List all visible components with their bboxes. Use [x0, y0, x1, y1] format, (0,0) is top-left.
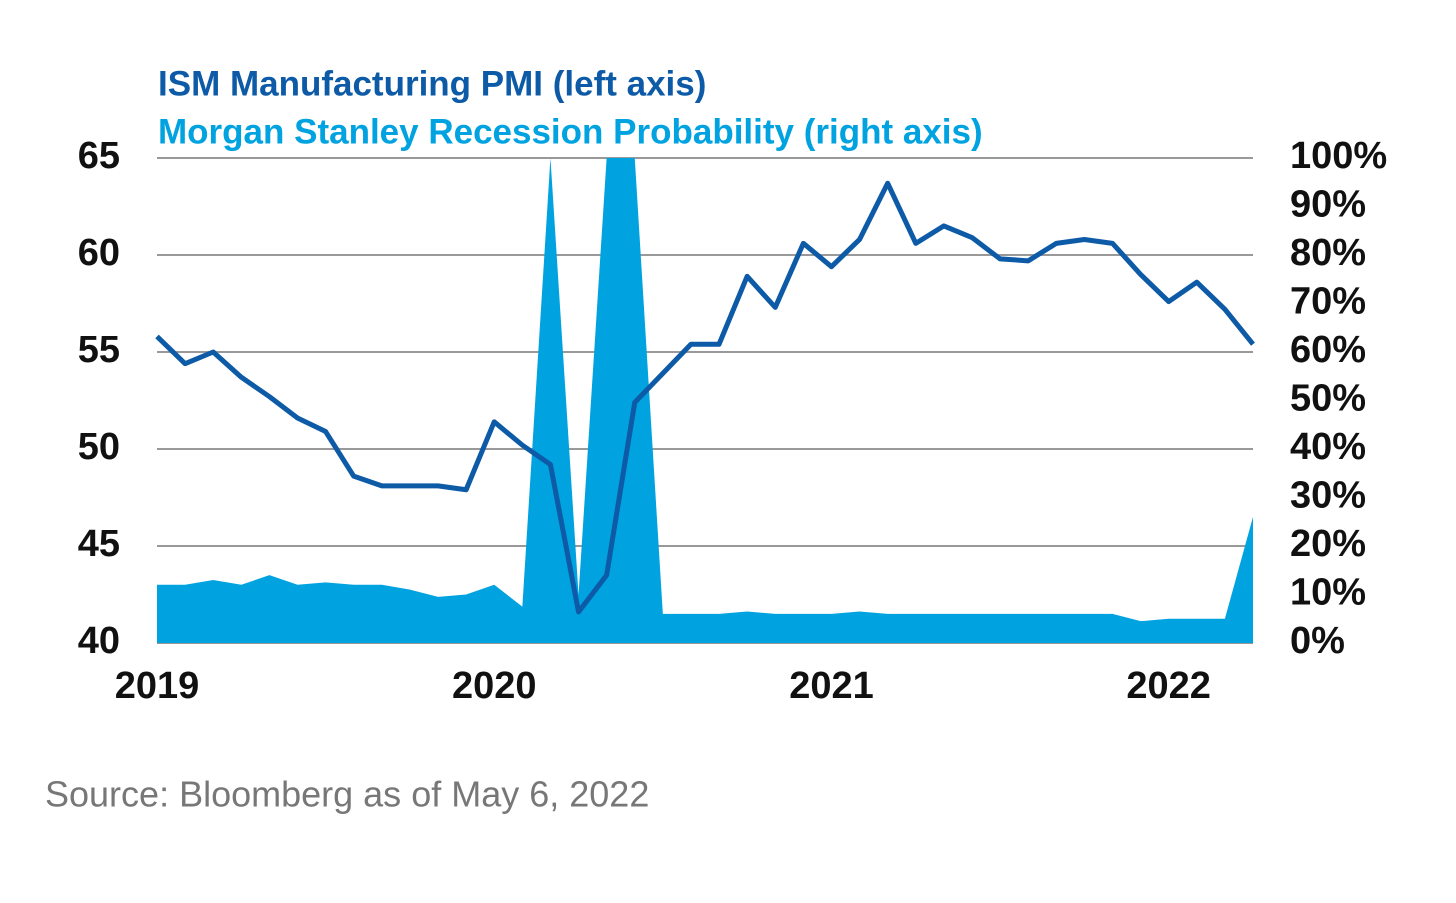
line: [155, 180, 1255, 615]
legend-label: ISM Manufacturing PMI (left axis): [158, 64, 706, 103]
x-tick-label: 2022: [1126, 665, 1211, 707]
x-tick-label: 2021: [789, 665, 874, 707]
y2-tick-label: 0%: [1290, 620, 1345, 662]
y2-tick-label: 20%: [1290, 523, 1366, 565]
y2-tick-label: 50%: [1290, 378, 1366, 420]
x-tick-label: 2019: [115, 665, 200, 707]
y-tick-label: 50: [78, 426, 120, 468]
y-tick-label: 55: [78, 329, 120, 371]
y2-tick-label: 60%: [1290, 329, 1366, 371]
plot: [155, 158, 1255, 643]
y2-tick-label: 10%: [1290, 572, 1366, 614]
y-tick-label: 45: [78, 523, 120, 565]
y-tick-label: 40: [78, 620, 120, 662]
area: [157, 158, 1253, 643]
y2-tick-label: 90%: [1290, 184, 1366, 226]
grid: [157, 157, 1253, 644]
y2-tick-label: 30%: [1290, 475, 1366, 517]
legend-label: Morgan Stanley Recession Probability (ri…: [158, 112, 983, 151]
source: Source: Bloomberg as of May 6, 2022: [45, 774, 649, 815]
y-tick-label: 60: [78, 232, 120, 274]
y2-tick-label: 100%: [1290, 135, 1387, 177]
x-tick-label: 2020: [452, 665, 537, 707]
y2-tick-label: 40%: [1290, 426, 1366, 468]
y2-tick-label: 70%: [1290, 281, 1366, 323]
y-tick-label: 65: [78, 135, 120, 177]
y2-tick-label: 80%: [1290, 232, 1366, 274]
